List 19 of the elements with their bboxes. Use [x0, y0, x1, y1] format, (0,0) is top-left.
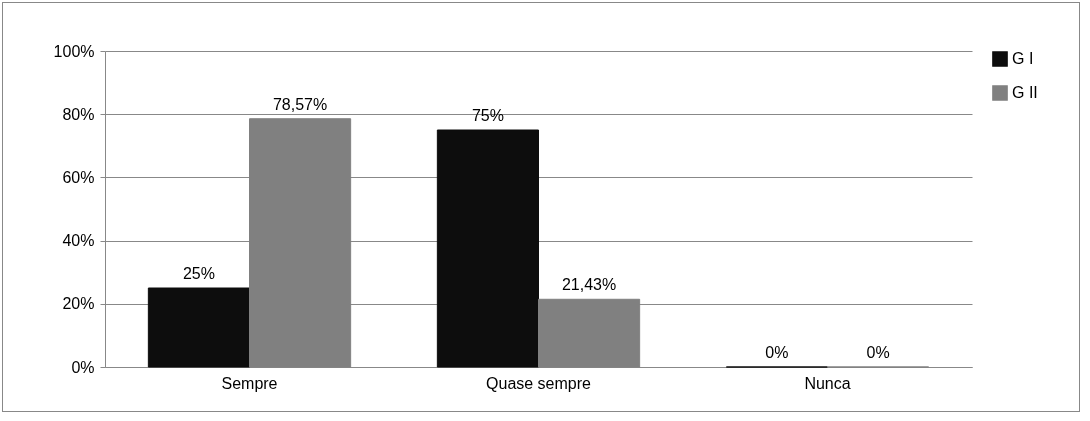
legend-label: G II — [1012, 84, 1038, 101]
data-label: 75% — [471, 107, 504, 124]
data-label: 0% — [866, 344, 890, 361]
x-tick-label: Quase sempre — [486, 374, 592, 392]
y-tick-label: 60% — [62, 168, 95, 186]
data-label: 21,43% — [561, 276, 617, 294]
y-tick-label: 0% — [71, 358, 95, 376]
y-tick-label: 40% — [62, 232, 95, 250]
x-tick-label: Nunca — [804, 374, 851, 392]
data-label: 0% — [765, 344, 789, 361]
data-label: 25% — [182, 265, 215, 282]
y-tick-label: 100% — [53, 42, 95, 60]
legend-label: G I — [1012, 50, 1034, 67]
y-tick-label: 20% — [62, 295, 95, 313]
data-label: 78,57% — [272, 95, 328, 113]
bar — [436, 129, 539, 368]
y-tick-label: 80% — [62, 105, 95, 123]
x-tick-label: Sempre — [221, 374, 278, 392]
bar — [147, 287, 250, 368]
